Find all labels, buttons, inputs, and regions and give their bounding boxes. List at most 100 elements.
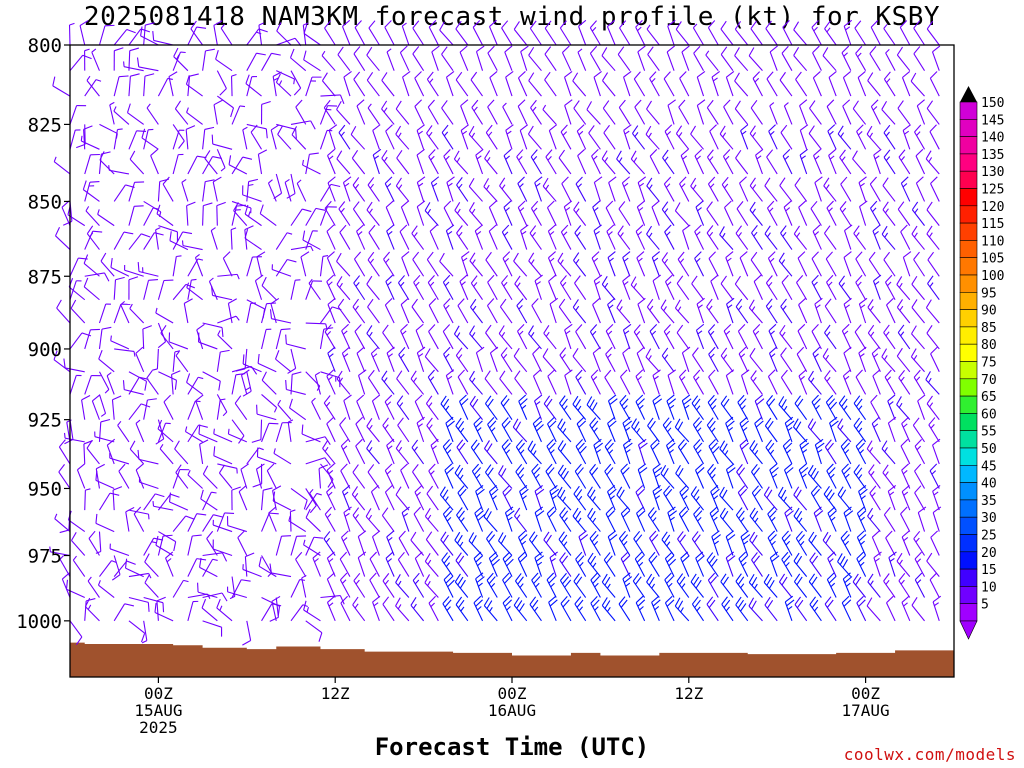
wind-barb xyxy=(719,486,734,511)
wind-barb xyxy=(593,274,603,300)
wind-barb xyxy=(488,200,498,226)
wind-barb xyxy=(400,323,410,350)
wind-barb xyxy=(366,325,380,350)
colorbar-label: 100 xyxy=(981,269,1004,284)
wind-barb xyxy=(246,447,264,465)
wind-barb xyxy=(691,531,704,556)
wind-barb xyxy=(95,531,102,554)
wind-barb xyxy=(165,551,174,577)
wind-barb xyxy=(857,70,867,97)
wind-barb xyxy=(287,419,294,442)
wind-barb xyxy=(69,104,87,125)
wind-barb xyxy=(914,124,926,150)
wind-barb xyxy=(186,107,203,125)
wind-barb xyxy=(268,506,277,532)
wind-barb xyxy=(663,485,675,511)
wind-barb xyxy=(896,299,911,324)
wind-barb xyxy=(735,225,749,250)
wind-barb xyxy=(83,440,93,464)
wind-barb xyxy=(813,148,822,175)
wind-barb xyxy=(454,531,469,556)
wind-barb xyxy=(271,595,281,621)
wind-barb xyxy=(548,595,558,622)
credit-text: coolwx.com/models xyxy=(843,745,1016,764)
wind-barb xyxy=(183,298,193,324)
wind-barb xyxy=(120,300,130,324)
wind-barb xyxy=(269,309,292,324)
wind-barb xyxy=(397,417,410,443)
wind-barb xyxy=(883,506,896,532)
wind-barb xyxy=(412,572,425,598)
colorbar-segment xyxy=(959,291,978,310)
wind-barb xyxy=(814,297,823,324)
wind-barb xyxy=(228,155,248,175)
wind-barb xyxy=(365,508,380,532)
wind-barb xyxy=(572,72,587,97)
wind-barb xyxy=(606,224,616,250)
wind-barb xyxy=(708,251,719,277)
wind-barb xyxy=(749,531,763,556)
wind-barb xyxy=(587,486,601,511)
wind-barb xyxy=(384,394,395,420)
x-tick-label: 12Z xyxy=(321,684,350,703)
wind-barb xyxy=(798,200,808,226)
wind-barb xyxy=(342,176,352,202)
wind-barb xyxy=(620,506,631,532)
wind-barb xyxy=(229,576,236,600)
wind-barb xyxy=(616,486,631,511)
wind-barb xyxy=(883,251,896,277)
wind-barb xyxy=(216,149,226,172)
wind-barb xyxy=(793,21,808,46)
wind-barb xyxy=(780,225,793,250)
wind-barb xyxy=(341,323,351,350)
wind-barb xyxy=(838,275,852,301)
wind-barb xyxy=(257,353,277,373)
wind-barb xyxy=(202,202,213,226)
wind-barb xyxy=(53,350,71,373)
wind-barb xyxy=(677,439,690,465)
wind-barb xyxy=(99,560,117,577)
wind-barb xyxy=(632,573,646,598)
wind-barb xyxy=(722,149,734,175)
wind-barb xyxy=(351,150,366,175)
wind-barb xyxy=(825,251,837,277)
wind-barb xyxy=(227,428,248,443)
wind-barb xyxy=(190,20,204,46)
x-tick-label: 16AUG xyxy=(488,701,536,720)
wind-barb xyxy=(647,507,660,532)
wind-barb xyxy=(443,298,454,324)
wind-barb xyxy=(202,465,218,489)
wind-barb xyxy=(233,202,248,226)
wind-barb xyxy=(245,74,262,97)
wind-barb xyxy=(867,72,881,97)
wind-barb xyxy=(528,325,542,350)
wind-barb xyxy=(592,297,601,324)
wind-barb xyxy=(545,149,557,175)
wind-barb xyxy=(487,417,498,443)
wind-barb xyxy=(824,370,837,395)
wind-barb xyxy=(828,70,837,97)
wind-barb xyxy=(456,225,469,250)
wind-barb xyxy=(86,440,100,465)
colorbar-label: 45 xyxy=(981,459,997,474)
wind-barb xyxy=(799,148,808,175)
wind-barb xyxy=(369,572,380,598)
wind-barb xyxy=(85,206,100,226)
wind-barb xyxy=(621,176,631,202)
wind-barb xyxy=(587,507,601,532)
wind-barb xyxy=(72,555,86,577)
wind-barb xyxy=(635,224,646,250)
wind-barb xyxy=(796,346,808,373)
wind-barb xyxy=(83,125,93,150)
wind-barb xyxy=(326,251,336,277)
wind-barb xyxy=(135,419,145,443)
wind-barb xyxy=(244,552,255,577)
wind-barb xyxy=(395,177,410,202)
wind-barb xyxy=(564,369,573,395)
wind-barb xyxy=(202,156,222,175)
wind-barb xyxy=(456,439,469,465)
wind-barb xyxy=(900,438,911,465)
wind-barb xyxy=(113,303,131,324)
wind-barb xyxy=(202,558,218,577)
wind-barb xyxy=(529,225,542,250)
